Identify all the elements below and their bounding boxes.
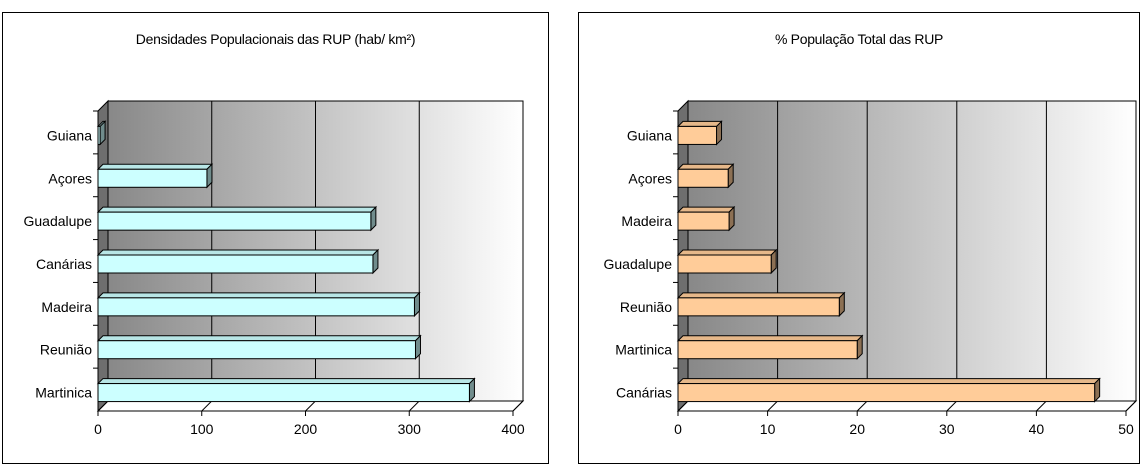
bar-top xyxy=(96,163,214,170)
plot-floor xyxy=(676,400,1138,412)
category-label: Madeira xyxy=(621,213,672,229)
category-label: Açores xyxy=(628,170,672,186)
bar-front xyxy=(677,340,858,360)
bar-front xyxy=(97,168,208,188)
category-label: Guiana xyxy=(627,127,672,143)
x-tick-label: 10 xyxy=(760,421,776,437)
floor-gridline xyxy=(767,400,778,412)
chart-title: Densidades Populacionais das RUP (hab/ k… xyxy=(135,31,416,47)
category-label: Guadalupe xyxy=(23,213,92,229)
floor-gridline xyxy=(201,400,213,412)
chart-panel-density: Densidades Populacionais das RUP (hab/ k… xyxy=(2,12,549,464)
bar-top xyxy=(96,378,476,385)
bar xyxy=(96,248,380,275)
category-label: Martinica xyxy=(35,385,92,401)
floor-gridline xyxy=(1125,400,1137,412)
bar xyxy=(96,291,421,318)
x-tick-label: 50 xyxy=(1118,421,1134,437)
bar xyxy=(96,377,476,403)
bar-front xyxy=(677,211,730,231)
bar-front xyxy=(677,297,840,317)
x-tick-label: 0 xyxy=(94,421,102,437)
bar-top xyxy=(96,335,422,342)
floor-gridline xyxy=(408,400,420,412)
x-tick-label: 40 xyxy=(1029,421,1045,437)
bar-front xyxy=(97,254,374,274)
bar-top xyxy=(676,120,723,127)
bar-top xyxy=(676,378,1101,385)
bar-top xyxy=(96,292,421,299)
bar xyxy=(96,205,378,232)
bar-front xyxy=(677,168,729,188)
floor-gridline xyxy=(512,400,524,412)
bar xyxy=(676,205,736,232)
x-tick-label: 0 xyxy=(674,421,682,437)
bar-top xyxy=(96,206,378,213)
floor-gridline xyxy=(677,400,689,412)
bar xyxy=(676,291,846,318)
bar xyxy=(676,248,778,275)
bar-top xyxy=(676,163,735,170)
floor-gridline xyxy=(946,400,958,412)
x-tick-label: 100 xyxy=(190,421,214,437)
bar-top xyxy=(676,206,736,213)
bar-front xyxy=(97,297,415,317)
category-label: Martinica xyxy=(615,342,672,358)
floor-gridline xyxy=(97,400,109,412)
bar xyxy=(96,120,107,146)
bar xyxy=(676,334,864,360)
density-chart: 0 100 200 300 400 Guiana Açores Guadalupe Canári… xyxy=(23,99,525,437)
category-label: Guiana xyxy=(47,127,92,143)
bar-top xyxy=(676,335,864,342)
bar-front xyxy=(677,254,772,274)
x-tick-label: 300 xyxy=(398,421,422,437)
x-tick-label: 20 xyxy=(849,421,865,437)
bar-top xyxy=(96,249,380,256)
bar-top xyxy=(676,292,846,299)
chart-title: % População Total das RUP xyxy=(774,31,944,47)
bar-front xyxy=(97,211,372,231)
bar-front xyxy=(97,340,416,360)
category-label: Guadalupe xyxy=(603,256,672,272)
bar xyxy=(96,163,214,189)
category-label: Reunião xyxy=(620,299,672,315)
x-tick-label: 30 xyxy=(939,421,955,437)
x-tick-label: 400 xyxy=(501,421,525,437)
chart-panel-population: % População Total das RUP 0 10 20 30 40 50 Gui… xyxy=(578,12,1140,464)
population-chart: 0 10 20 30 40 50 Guiana Açores Madeira Guadalupe R… xyxy=(603,99,1138,437)
category-label: Açores xyxy=(48,170,92,186)
floor-gridline xyxy=(856,400,868,412)
bar-front xyxy=(97,125,101,145)
category-label: Reunião xyxy=(40,342,92,358)
bar xyxy=(676,163,735,189)
bar xyxy=(96,334,422,360)
category-label: Madeira xyxy=(41,299,92,315)
bar-front xyxy=(677,125,718,145)
floor-gridline xyxy=(1036,400,1047,412)
bar xyxy=(676,377,1101,403)
bar-top xyxy=(676,249,778,256)
category-label: Canárias xyxy=(36,256,92,272)
floor-gridline xyxy=(305,400,316,412)
bar-front xyxy=(677,383,1096,403)
bar-front xyxy=(97,383,470,403)
x-tick-label: 200 xyxy=(294,421,318,437)
bar xyxy=(676,120,723,146)
category-label: Canárias xyxy=(616,385,672,401)
